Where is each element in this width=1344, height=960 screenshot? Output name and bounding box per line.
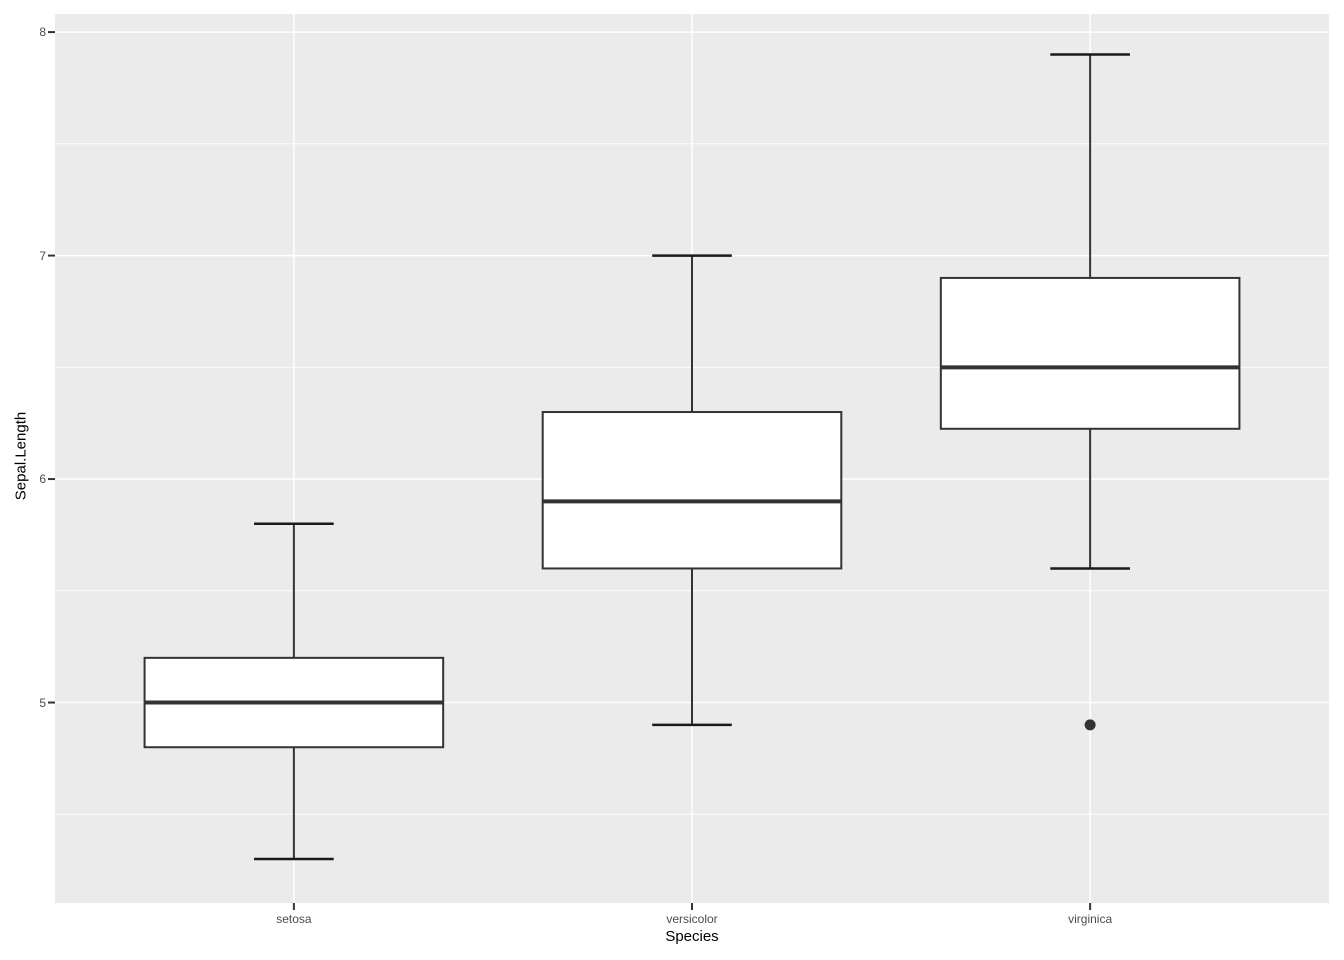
y-tick-label: 8 <box>39 25 46 40</box>
box-virginica <box>939 276 1241 430</box>
x-tick-label: versicolor <box>666 912 718 926</box>
x-tick-label: setosa <box>276 912 312 926</box>
y-tick-label: 6 <box>39 472 46 487</box>
y-axis-title: Sepal.Length <box>12 411 30 501</box>
x-axis-title: Species <box>665 928 719 945</box>
y-tick-label: 7 <box>39 248 46 263</box>
box-versicolor <box>541 411 843 570</box>
outlier-point-virginica <box>1084 719 1096 731</box>
x-tick-label: virginica <box>1068 912 1113 926</box>
y-tick-label: 5 <box>39 695 46 710</box>
